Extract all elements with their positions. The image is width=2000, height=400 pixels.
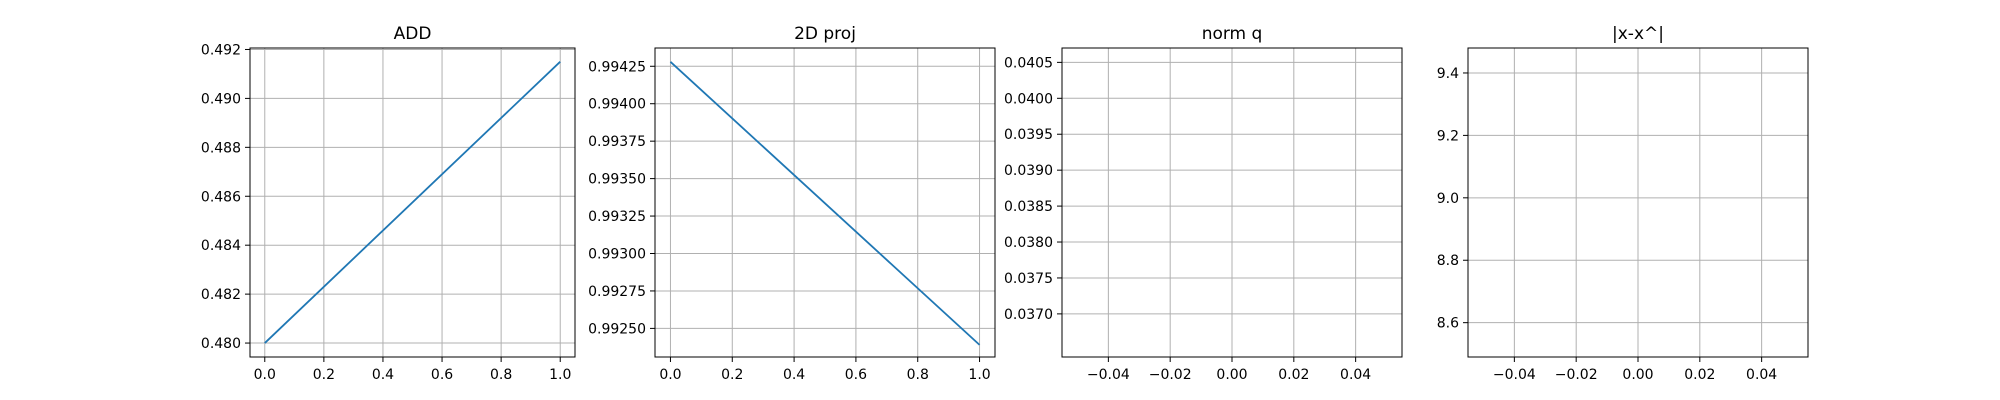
axes-frame bbox=[654, 47, 996, 358]
x-tick-label: −0.04 bbox=[1087, 367, 1130, 383]
y-tick-label: 0.99250 bbox=[588, 321, 646, 337]
y-tick-label: 0.486 bbox=[201, 189, 241, 205]
y-tick-label: 0.482 bbox=[201, 287, 241, 303]
x-tick-label: 0.04 bbox=[1340, 367, 1371, 383]
y-tick-label: 0.0390 bbox=[1004, 163, 1053, 179]
subplot-1: 0.0 0.2 0.4 0.6 0.8 1.0 0.480 0.482 0.484 0.486 0.… bbox=[201, 24, 576, 383]
y-tick-label: 0.99325 bbox=[588, 209, 646, 225]
x-tick-label: 0.0 bbox=[254, 367, 276, 383]
x-tick-label: 0.8 bbox=[907, 367, 929, 383]
x-tick-label: 0.8 bbox=[490, 367, 512, 383]
y-tick-label: 8.6 bbox=[1437, 316, 1459, 332]
y-tick-label: 0.0400 bbox=[1004, 91, 1053, 107]
x-tick-label: 1.0 bbox=[549, 367, 571, 383]
subplot-3: −0.04 −0.02 0.00 0.02 0.04 0.0370 0.0375 0.0380… bbox=[1004, 24, 1403, 383]
y-tick-label: 0.0380 bbox=[1004, 235, 1053, 251]
x-tick-label: 0.04 bbox=[1746, 367, 1777, 383]
chart-title: 2D proj bbox=[794, 24, 856, 44]
y-tick-label: 0.99425 bbox=[588, 59, 646, 75]
y-tick-label: 0.0385 bbox=[1004, 199, 1053, 215]
x-tick-label: 0.6 bbox=[845, 367, 867, 383]
series-line-1 bbox=[264, 61, 561, 344]
y-tick-label: 0.0375 bbox=[1004, 271, 1053, 287]
y-tick-label: 0.0405 bbox=[1004, 55, 1053, 71]
y-tick-label: 0.480 bbox=[201, 336, 241, 352]
x-tick-label: −0.02 bbox=[1555, 367, 1598, 383]
chart-title: ADD bbox=[394, 24, 432, 44]
x-tick-label: 0.00 bbox=[1622, 367, 1653, 383]
y-tick-label: 0.0395 bbox=[1004, 127, 1053, 143]
x-tick-label: 0.4 bbox=[372, 367, 394, 383]
subplot-2: 0.0 0.2 0.4 0.6 0.8 1.0 0.99250 0.99275 0.99300 0… bbox=[588, 24, 996, 383]
y-tick-label: 0.488 bbox=[201, 140, 241, 156]
y-tick-label: 8.8 bbox=[1437, 253, 1459, 269]
y-tick-label: 9.4 bbox=[1437, 66, 1459, 82]
y-tick-label: 0.99300 bbox=[588, 247, 646, 263]
y-tick-label: 0.490 bbox=[201, 91, 241, 107]
x-tick-label: 0.02 bbox=[1278, 367, 1309, 383]
y-tick-label: 0.99275 bbox=[588, 284, 646, 300]
y-tick-label: 0.484 bbox=[201, 238, 241, 254]
x-tick-label: 0.0 bbox=[659, 367, 681, 383]
y-tick-label: 9.2 bbox=[1437, 128, 1459, 144]
x-tick-label: 0.4 bbox=[783, 367, 805, 383]
x-tick-label: 0.2 bbox=[721, 367, 743, 383]
x-tick-label: −0.02 bbox=[1149, 367, 1192, 383]
y-tick-label: 9.0 bbox=[1437, 191, 1459, 207]
subplot-4: −0.04 −0.02 0.00 0.02 0.04 8.6 8.8 9.0 9.2 9.4 |x-… bbox=[1437, 24, 1809, 383]
y-tick-label: 0.492 bbox=[201, 42, 241, 58]
y-tick-label: 0.99350 bbox=[588, 172, 646, 188]
series-line-1 bbox=[669, 61, 981, 346]
x-tick-label: 1.0 bbox=[968, 367, 990, 383]
x-tick-label: 0.2 bbox=[313, 367, 335, 383]
x-tick-label: 0.00 bbox=[1216, 367, 1247, 383]
y-tick-label: 0.99400 bbox=[588, 97, 646, 113]
chart-title: |x-x^| bbox=[1612, 24, 1664, 44]
x-tick-label: −0.04 bbox=[1493, 367, 1536, 383]
x-tick-label: 0.6 bbox=[431, 367, 453, 383]
y-tick-label: 0.0370 bbox=[1004, 307, 1053, 323]
chart-title: norm q bbox=[1202, 24, 1263, 44]
axes-frame bbox=[249, 47, 576, 358]
y-tick-label: 0.99375 bbox=[588, 134, 646, 150]
x-tick-label: 0.02 bbox=[1684, 367, 1715, 383]
